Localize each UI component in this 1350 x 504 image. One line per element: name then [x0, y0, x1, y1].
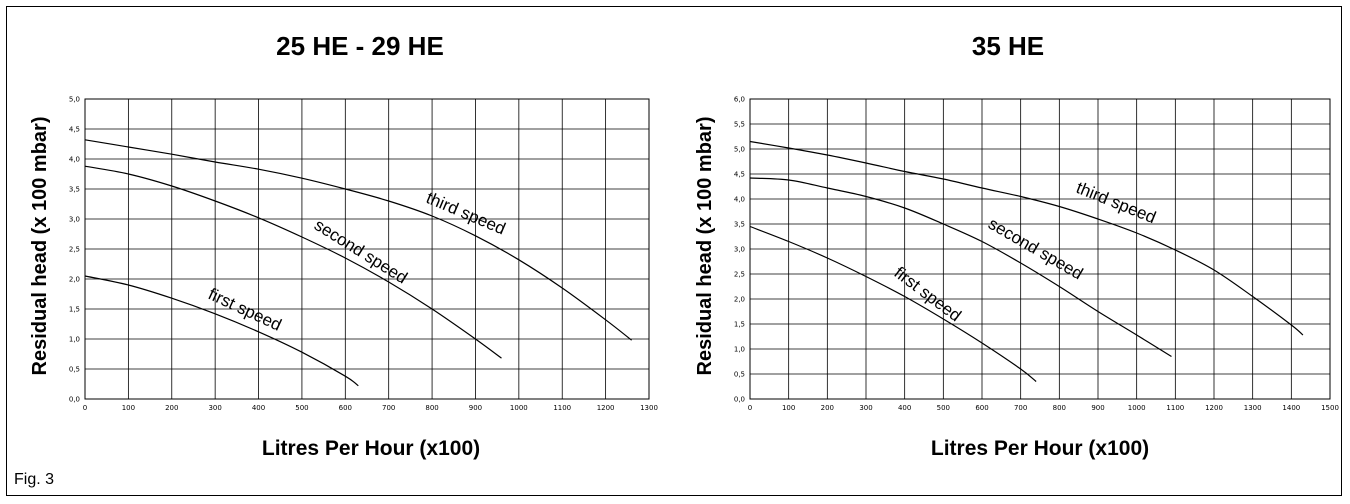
grid-lines — [84, 98, 650, 400]
y-tick-label: 5,5 — [734, 121, 745, 129]
series-line-third-speed — [84, 139, 633, 341]
y-tick-label: 4,5 — [69, 126, 80, 134]
y-tick-label: 4,0 — [734, 196, 745, 204]
chart-25he-29he: 25 HE - 29 HE Residual head (x 100 mbar)… — [29, 31, 658, 460]
label-second-speed: second speed — [311, 215, 411, 287]
series-line-first-speed — [749, 225, 1037, 382]
series-line-third-speed — [749, 140, 1304, 336]
x-tick-label: 500 — [937, 404, 950, 412]
y-tick-label: 4,0 — [69, 156, 80, 164]
x-tick-label: 900 — [1091, 404, 1104, 412]
tick-labels: 0 100 200 300 400 500 600 700 800 900 1000 1100 1200… — [734, 96, 1339, 413]
y-tick-label: 3,0 — [734, 246, 745, 254]
y-tick-label: 2,5 — [69, 246, 80, 254]
y-tick-label: 1,0 — [734, 346, 745, 354]
y-tick-label: 5,0 — [734, 146, 745, 154]
x-tick-label: 100 — [122, 404, 135, 412]
y-axis-label: Residual head (x 100 mbar) — [29, 117, 51, 376]
x-tick-label: 800 — [425, 404, 438, 412]
x-tick-label: 1400 — [1282, 404, 1300, 412]
x-tick-label: 1200 — [1205, 404, 1223, 412]
x-tick-label: 1100 — [1166, 404, 1184, 412]
y-tick-label: 0,5 — [69, 366, 80, 374]
y-tick-label: 1,0 — [69, 336, 80, 344]
x-tick-label: 200 — [165, 404, 178, 412]
y-tick-label: 0,5 — [734, 371, 745, 379]
x-tick-label: 700 — [382, 404, 395, 412]
x-tick-label: 700 — [1014, 404, 1027, 412]
y-tick-label: 2,0 — [734, 296, 745, 304]
x-tick-label: 0 — [83, 404, 87, 412]
x-tick-label: 800 — [1053, 404, 1066, 412]
x-tick-label: 1200 — [597, 404, 615, 412]
y-tick-label: 3,0 — [69, 216, 80, 224]
y-tick-label: 2,0 — [69, 276, 80, 284]
x-tick-label: 300 — [208, 404, 221, 412]
figure-caption: Fig. 3 — [14, 471, 55, 488]
y-tick-label: 1,5 — [734, 321, 745, 329]
x-tick-label: 100 — [782, 404, 795, 412]
figure-frame — [6, 6, 1342, 496]
grid-lines — [749, 98, 1331, 400]
x-tick-label: 200 — [821, 404, 834, 412]
label-first-speed: first speed — [205, 284, 284, 334]
series-line-first-speed — [84, 275, 359, 387]
label-third-speed: third speed — [1074, 178, 1159, 227]
x-tick-label: 300 — [859, 404, 872, 412]
y-tick-label: 6,0 — [734, 96, 745, 104]
y-tick-label: 2,5 — [734, 271, 745, 279]
plot-area — [84, 98, 650, 400]
x-tick-label: 500 — [295, 404, 308, 412]
x-tick-label: 600 — [975, 404, 988, 412]
x-tick-label: 0 — [748, 404, 752, 412]
x-axis-label: Litres Per Hour (x100) — [262, 437, 480, 460]
chart-title: 35 HE — [972, 31, 1044, 61]
x-tick-label: 1300 — [1244, 404, 1262, 412]
series-line-second-speed — [84, 165, 502, 359]
x-tick-label: 400 — [252, 404, 265, 412]
x-tick-label: 1500 — [1321, 404, 1339, 412]
series-curves — [749, 140, 1304, 382]
y-tick-label: 3,5 — [734, 221, 745, 229]
x-tick-label: 600 — [339, 404, 352, 412]
x-tick-label: 1100 — [553, 404, 571, 412]
y-tick-label: 4,5 — [734, 171, 745, 179]
x-tick-label: 900 — [469, 404, 482, 412]
y-tick-label: 1,5 — [69, 306, 80, 314]
chart-title: 25 HE - 29 HE — [276, 31, 444, 61]
series-line-second-speed — [749, 177, 1172, 358]
y-tick-label: 5,0 — [69, 96, 80, 104]
chart-35he: 35 HE Residual head (x 100 mbar) Litres … — [694, 31, 1339, 460]
y-tick-label: 0,0 — [69, 396, 80, 404]
tick-labels: 0 100 200 300 400 500 600 700 800 900 1000 1100 1200… — [69, 96, 658, 413]
x-axis-label: Litres Per Hour (x100) — [931, 437, 1149, 460]
series-curves — [84, 139, 633, 387]
x-tick-label: 1300 — [640, 404, 658, 412]
y-axis-label: Residual head (x 100 mbar) — [694, 117, 716, 376]
y-tick-label: 0,0 — [734, 396, 745, 404]
x-tick-label: 1000 — [1128, 404, 1146, 412]
x-tick-label: 400 — [898, 404, 911, 412]
y-tick-label: 3,5 — [69, 186, 80, 194]
x-tick-label: 1000 — [510, 404, 528, 412]
plot-area — [749, 98, 1331, 400]
